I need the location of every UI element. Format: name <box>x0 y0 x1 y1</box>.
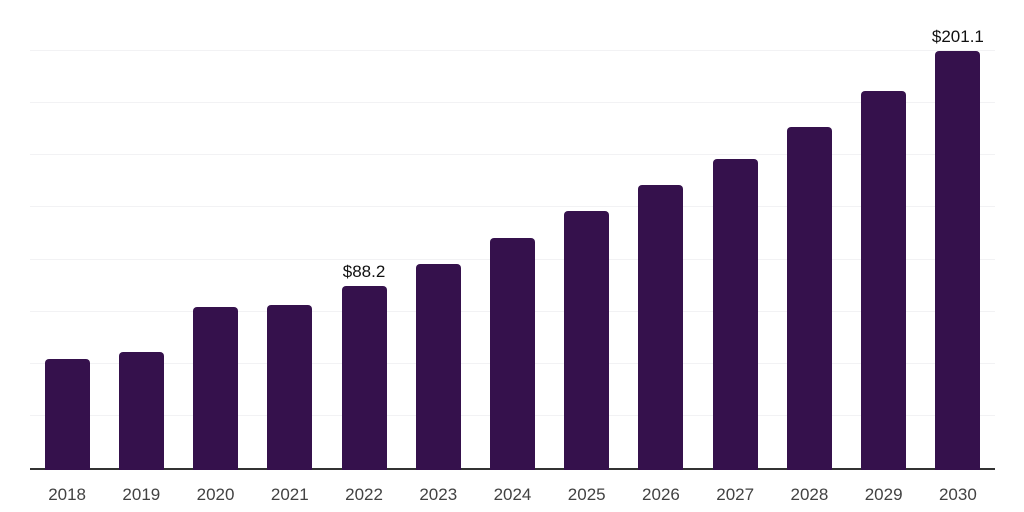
x-tick-2025: 2025 <box>567 485 606 504</box>
value-label-2030: $201.1 <box>931 26 984 46</box>
bar-group-2028 <box>772 0 846 470</box>
value-label-2022: $88.2 <box>342 262 386 282</box>
gridline-150 <box>30 154 995 156</box>
bar-2030 <box>935 50 981 470</box>
bar-2019 <box>118 352 164 470</box>
x-tick-2021: 2021 <box>270 485 309 504</box>
bar-2021 <box>267 305 313 470</box>
bar-2018 <box>44 359 90 470</box>
x-tick-2020: 2020 <box>196 485 235 504</box>
gridline-200 <box>30 50 995 52</box>
bar-2023 <box>415 263 461 470</box>
x-tick-2023: 2023 <box>419 485 458 504</box>
bar-group-2022: $88.2 <box>327 0 401 470</box>
bar-2024 <box>489 237 535 470</box>
bar-group-2026 <box>624 0 698 470</box>
x-tick-2019: 2019 <box>122 485 161 504</box>
x-tick-2028: 2028 <box>790 485 829 504</box>
x-tick-2027: 2027 <box>716 485 755 504</box>
bar-2027 <box>712 159 758 470</box>
bar-2029 <box>861 91 907 470</box>
x-tick-2022: 2022 <box>345 485 383 504</box>
bar-group-2027 <box>698 0 772 470</box>
x-tick-2029: 2029 <box>864 485 903 504</box>
bar-group-2021 <box>253 0 327 470</box>
bar-group-2030: $201.1 <box>921 0 995 470</box>
bar-2020 <box>193 307 239 470</box>
bar-group-2023 <box>401 0 475 470</box>
gridline-175 <box>30 102 995 104</box>
x-tick-2024: 2024 <box>493 485 532 504</box>
x-tick-2026: 2026 <box>642 485 680 504</box>
gridline-125 <box>30 206 995 208</box>
bar-group-2025 <box>550 0 624 470</box>
bar-group-2019 <box>104 0 178 470</box>
bar-group-2029 <box>847 0 921 470</box>
bar-2026 <box>638 185 684 470</box>
x-axis: 2018 2019 2020 2021 2022 2023 2024 2025 2026 2027… <box>30 472 995 512</box>
bar-2022 <box>341 286 387 470</box>
bar-group-2018 <box>30 0 104 470</box>
bar-group-2024 <box>475 0 549 470</box>
bar-group-2020 <box>178 0 252 470</box>
bar-2028 <box>786 127 832 470</box>
bar-2025 <box>564 211 610 470</box>
x-tick-2018: 2018 <box>48 485 87 504</box>
plot-area: $88.2 $201.1 <box>30 0 995 470</box>
x-tick-2030: 2030 <box>938 485 977 504</box>
